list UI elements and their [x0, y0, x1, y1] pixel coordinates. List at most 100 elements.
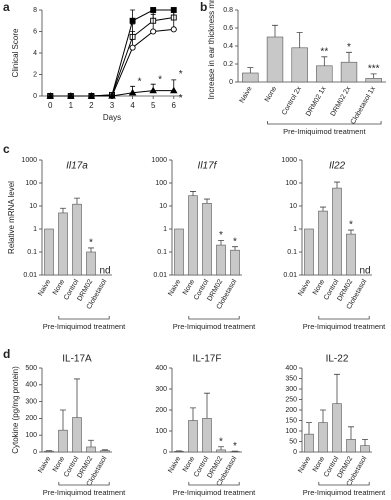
y-tick-label: 10 [289, 203, 297, 210]
annotation: * [349, 220, 353, 231]
y-tick-label: 100 [285, 180, 297, 187]
bar [86, 446, 96, 453]
y-tick-label: 100 [25, 180, 37, 187]
y-tick-label: 250 [285, 396, 297, 403]
bar [216, 244, 226, 276]
annotation: * [158, 75, 162, 86]
annotation: nd [359, 266, 370, 277]
y-tick-label: 10 [159, 203, 167, 210]
bar [318, 210, 328, 276]
bar [346, 439, 356, 453]
x-tick-label: None [52, 278, 66, 296]
error-bar [204, 198, 210, 204]
x-tick-label: Control 2x [281, 85, 303, 117]
y-tick-label: 100 [285, 428, 297, 435]
y-tick-label: 0.4 [223, 43, 233, 50]
y-tick-label: 400 [25, 382, 37, 389]
group-label: Pre-Imiquimod treatment [283, 127, 366, 136]
bar [242, 72, 259, 83]
bar [230, 249, 240, 276]
marker [46, 92, 55, 99]
y-tick-label: 1 [33, 226, 37, 233]
annotation: ** [320, 46, 328, 57]
annotation: * [138, 77, 142, 88]
x-tick-label: 6 [172, 101, 177, 110]
marker [169, 86, 178, 94]
y-tick-label: 400 [285, 365, 297, 372]
marker [87, 92, 96, 99]
y-tick-label: 300 [155, 386, 167, 393]
annotation: * [179, 69, 183, 80]
y-tick-label: 1 [293, 226, 297, 233]
marker [150, 28, 157, 35]
y-tick-label: 0.01 [283, 272, 297, 279]
bar [291, 47, 308, 83]
x-tick-label: Naive [37, 278, 52, 297]
y-tick-label: 0 [33, 93, 37, 100]
y-tick-label: 0 [163, 449, 167, 456]
annotation: * [347, 42, 351, 53]
annotation: * [89, 238, 93, 249]
bar [44, 228, 54, 276]
y-tick-label: 4 [33, 50, 37, 57]
bar [365, 78, 382, 83]
panel-letter: c [3, 142, 10, 156]
bar [216, 449, 226, 453]
bar [202, 203, 212, 276]
y-tick-label: 400 [155, 365, 167, 372]
y-tick-label: 0.01 [153, 272, 167, 279]
x-tick-label: Clobetasol 1x [350, 85, 378, 126]
error-bar [247, 67, 254, 73]
y-tick-label: 350 [285, 375, 297, 382]
bar [266, 36, 284, 83]
y-tick-label: 0 [229, 79, 233, 86]
chart-title: IL-17A [62, 354, 92, 365]
annotation: * [233, 236, 237, 247]
x-tick-label: None [312, 278, 326, 296]
x-tick-label: Naive [167, 455, 182, 474]
y-tick-label: 150 [285, 417, 297, 424]
y-tick-label: 200 [155, 407, 167, 414]
error-bar [346, 51, 352, 63]
y-tick-label: 200 [25, 415, 37, 422]
bar [72, 203, 82, 276]
error-bar [296, 32, 303, 48]
panel-letter: b [200, 0, 207, 14]
group-label: Pre-Imiquimod treatment [173, 322, 256, 331]
error-bar [320, 409, 326, 423]
y-tick-label: 100 [155, 180, 167, 187]
x-tick-label: Naive [297, 455, 312, 474]
annotation: *** [368, 64, 380, 75]
x-tick-label: DRM02 1x [305, 85, 328, 118]
y-tick-label: 0.8 [223, 7, 233, 14]
annotation: * [179, 93, 183, 104]
y-tick-label: 0.01 [23, 272, 37, 279]
y-tick-label: 300 [25, 398, 37, 405]
y-tick-label: 0.1 [157, 249, 167, 256]
group-bracket [188, 482, 240, 486]
bar [188, 420, 198, 453]
bar [332, 403, 342, 453]
y-tick-label: 50 [289, 438, 297, 445]
y-axis-label: Cytokine (pg/mg protein) [11, 366, 20, 454]
marker [149, 86, 157, 94]
group-bracket [58, 482, 110, 486]
error-bar [232, 246, 238, 251]
error-bar [88, 247, 94, 252]
bar [316, 65, 333, 83]
error-bar [88, 439, 94, 447]
error-bar [370, 73, 377, 79]
group-label: Pre-Imiquimod treatment [43, 488, 126, 497]
y-tick-label: 0.6 [223, 25, 233, 32]
bar [304, 433, 314, 453]
error-bar [218, 239, 224, 246]
panel-letter: a [3, 0, 10, 14]
x-tick-label: 5 [151, 101, 156, 110]
error-bar [218, 446, 224, 450]
error-bar [362, 439, 368, 446]
bar [202, 418, 212, 453]
bar [332, 187, 342, 276]
bar [346, 233, 356, 276]
marker [108, 92, 116, 99]
